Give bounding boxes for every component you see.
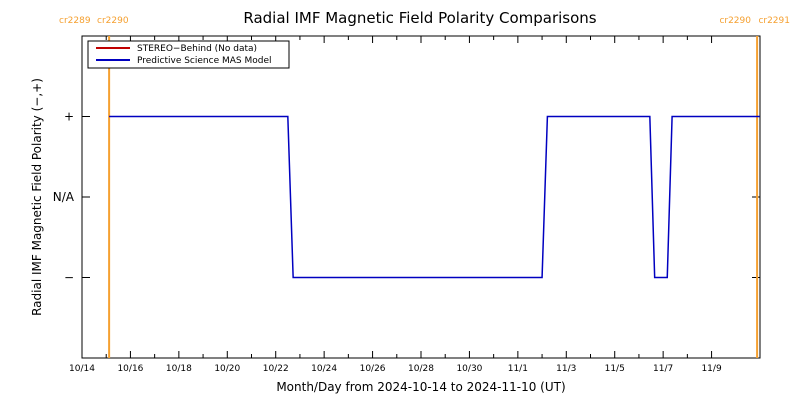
x-tick-label: 10/24: [311, 364, 337, 374]
legend-box: [87, 40, 290, 69]
x-tick-label: 10/28: [408, 364, 434, 374]
y-tick-label: −: [64, 271, 74, 285]
x-tick-label: 10/16: [117, 364, 143, 374]
legend-label-stereo: STEREO−Behind (No data): [137, 44, 257, 54]
x-tick-label: 10/30: [456, 364, 482, 374]
y-axis-ticks: + N/A −: [53, 110, 760, 285]
x-axis-label: Month/Day from 2024-10-14 to 2024-11-10 …: [276, 380, 565, 394]
y-axis-label: Radial IMF Magnetic Field Polarity (−,+): [30, 78, 44, 316]
x-tick-label: 11/1: [508, 364, 528, 374]
x-tick-label: 11/3: [556, 364, 576, 374]
x-tick-label: 10/14: [69, 364, 95, 374]
cr-label-left-before: cr2289: [59, 16, 91, 26]
cr-label-right-before: cr2290: [719, 16, 751, 26]
y-tick-label: +: [64, 110, 74, 124]
plot-frame: [81, 35, 761, 359]
legend-label-mas-model: Predictive Science MAS Model: [137, 56, 272, 66]
cr-label-left-after: cr2290: [97, 16, 129, 26]
x-tick-label: 10/26: [360, 364, 386, 374]
series-line: [109, 115, 760, 279]
legend: STEREO−Behind (No data) Predictive Scien…: [87, 40, 290, 69]
x-tick-label: 11/9: [701, 364, 721, 374]
x-tick-label: 11/5: [605, 364, 625, 374]
x-tick-label: 11/7: [653, 364, 673, 374]
cr-label-right-after: cr2291: [758, 16, 790, 26]
x-tick-label: 10/20: [214, 364, 240, 374]
chart-title: Radial IMF Magnetic Field Polarity Compa…: [243, 9, 596, 27]
y-tick-label: N/A: [53, 190, 75, 204]
x-tick-label: 10/18: [166, 364, 192, 374]
series-layer: [109, 115, 760, 279]
carrington-rotation-lines: [108, 36, 759, 358]
x-axis-ticks: 10/14 10/16 10/18 10/20 10/22 10/24 10/26 10/28…: [69, 36, 722, 374]
x-tick-label: 10/22: [263, 364, 289, 374]
